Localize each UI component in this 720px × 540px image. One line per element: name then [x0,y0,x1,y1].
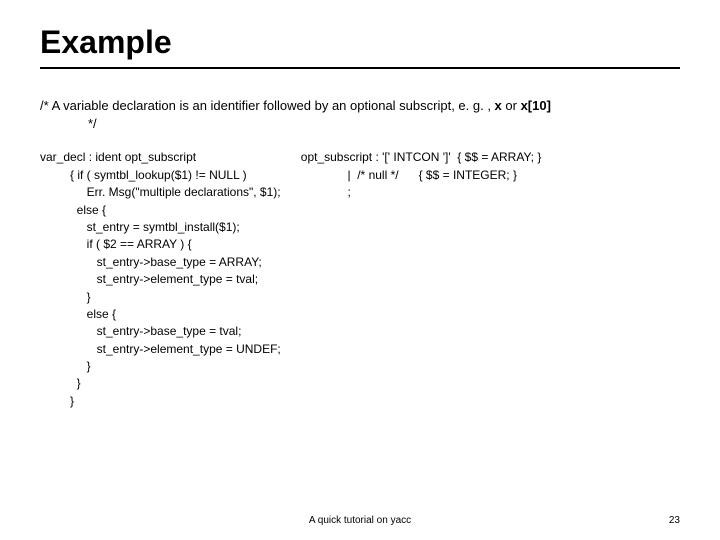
comment-text-2: */ [40,115,680,133]
code-columns: var_decl : ident opt_subscript { if ( sy… [40,149,680,410]
comment-text-or: or [502,98,521,113]
right-code-block: opt_subscript : '[' INTCON ']' { $$ = AR… [301,149,542,410]
comment-bold-x10: x[10] [521,98,551,113]
footer-page-number: 23 [669,515,680,526]
slide-title: Example [40,24,680,61]
title-underline [40,67,680,69]
left-code-block: var_decl : ident opt_subscript { if ( sy… [40,149,281,410]
top-comment: /* A variable declaration is an identifi… [40,97,680,133]
footer-center-text: A quick tutorial on yacc [309,515,411,526]
comment-bold-x: x [495,98,502,113]
comment-text-1: /* A variable declaration is an identifi… [40,98,495,113]
slide-footer: A quick tutorial on yacc 23 [0,515,720,526]
